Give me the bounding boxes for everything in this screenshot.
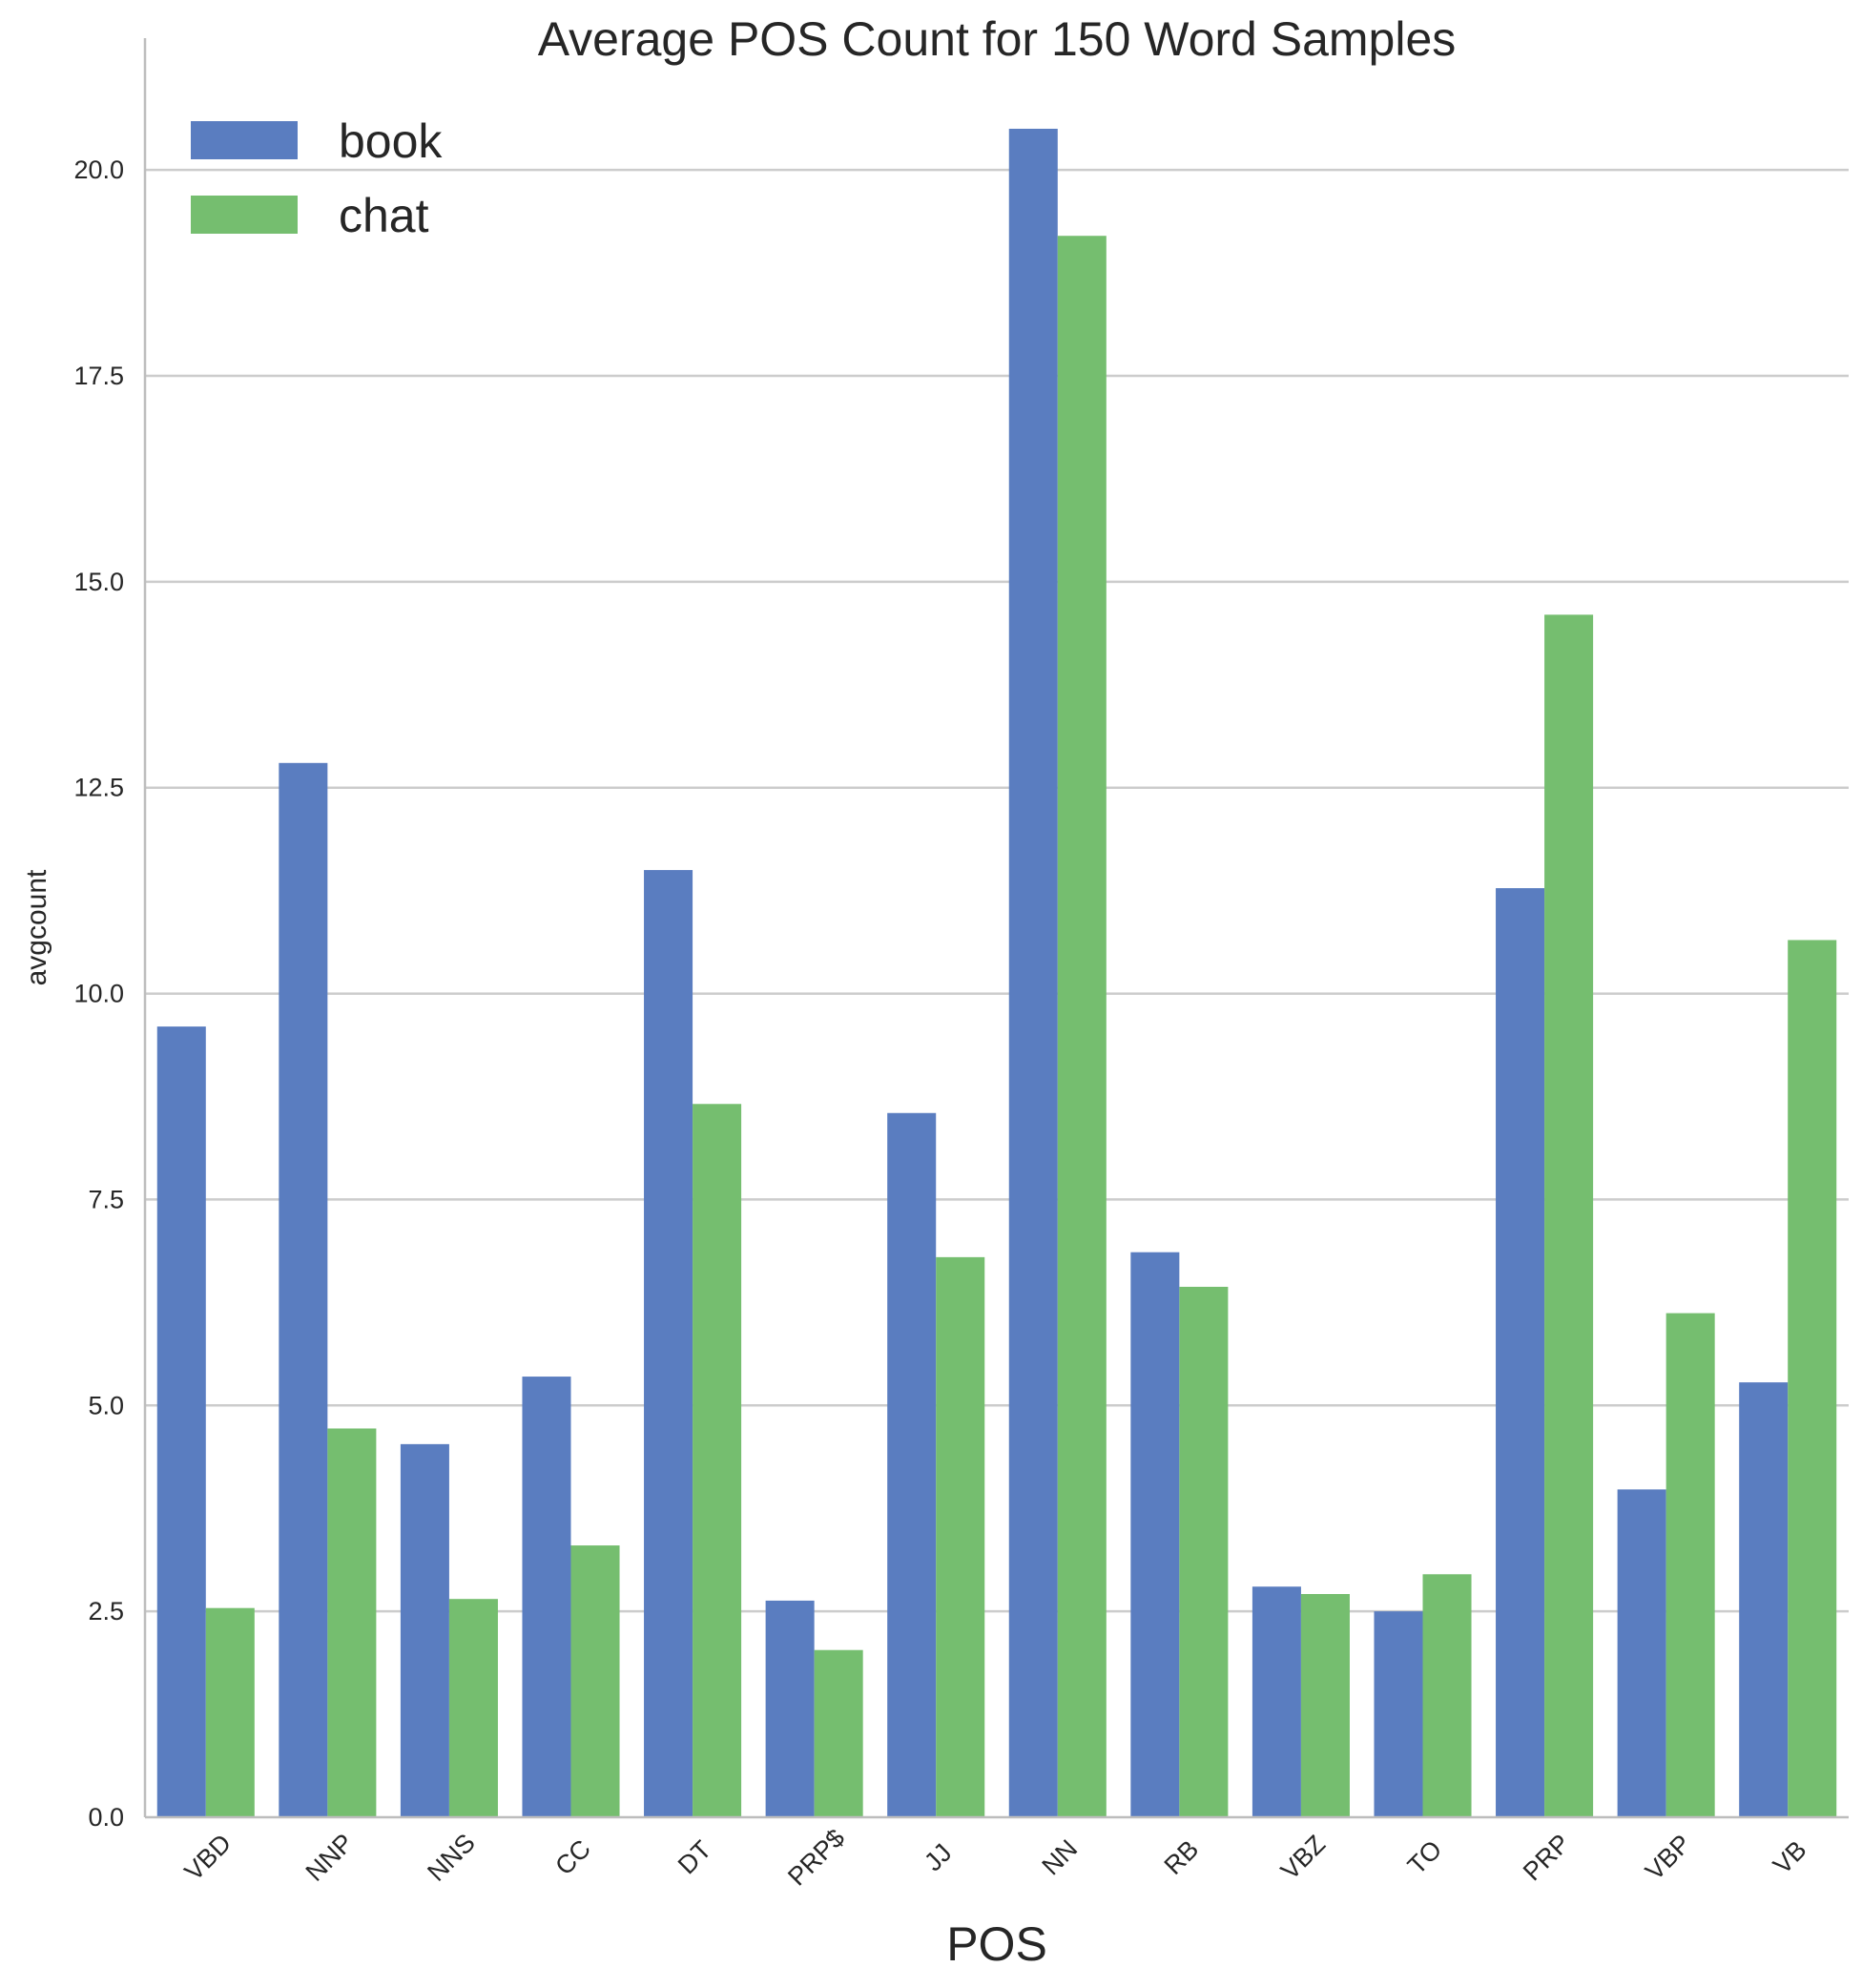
x-tick-label: NN xyxy=(1037,1834,1084,1881)
bar-book-rb xyxy=(1130,1252,1180,1817)
bar-chat-vbp xyxy=(1665,1313,1715,1817)
bar-book-nns xyxy=(400,1443,449,1817)
bar-book-cc xyxy=(522,1377,571,1817)
y-tick-label: 0.0 xyxy=(88,1803,124,1832)
x-tick-label: PRP$ xyxy=(782,1824,850,1892)
x-tick-label: RB xyxy=(1159,1834,1205,1880)
bar-chat-cc xyxy=(570,1545,620,1817)
bar-chat-vb xyxy=(1788,940,1837,1817)
axis-spines xyxy=(143,38,1849,1819)
x-tick-label: NNP xyxy=(300,1828,360,1887)
bar-book-nnp xyxy=(279,762,328,1817)
x-tick-labels: VBD NNP NNS CC DT PRP$ JJ NN RB VBZ TO PRP VBP VB xyxy=(179,1824,1812,1892)
gridlines xyxy=(145,168,1849,1613)
bar-chat-nnp xyxy=(327,1428,377,1817)
bar-chat-jj xyxy=(936,1256,985,1817)
legend-label-chat: chat xyxy=(339,189,429,242)
bar-book-prp xyxy=(1496,888,1545,1817)
y-tick-label: 7.5 xyxy=(88,1185,124,1213)
y-tick-label: 2.5 xyxy=(88,1597,124,1626)
x-axis-label: POS xyxy=(946,1917,1047,1971)
legend-swatch-book xyxy=(191,121,298,159)
y-tick-label: 5.0 xyxy=(88,1391,124,1419)
x-tick-label: DT xyxy=(672,1835,717,1880)
x-tick-label: CC xyxy=(549,1834,596,1881)
bar-chat-nns xyxy=(448,1599,498,1817)
bar-chat-rb xyxy=(1179,1286,1229,1817)
bar-chat-prp xyxy=(1544,614,1594,1817)
bar-book-jj xyxy=(887,1112,937,1817)
y-axis-label: avgcount xyxy=(21,869,52,985)
x-tick-label: VB xyxy=(1768,1835,1812,1880)
legend-swatch-chat xyxy=(191,196,298,234)
y-tick-label: 20.0 xyxy=(73,155,124,184)
bar-chat-dt xyxy=(693,1104,742,1817)
x-tick-label: VBP xyxy=(1640,1829,1696,1885)
x-tick-label: PRP xyxy=(1518,1829,1575,1886)
y-tick-label: 12.5 xyxy=(73,774,124,802)
bar-book-vbd xyxy=(156,1026,206,1817)
x-tick-label: NNS xyxy=(422,1828,481,1887)
bar-chat-prp xyxy=(814,1649,863,1817)
bar-book-vb xyxy=(1739,1382,1789,1817)
y-tick-label: 10.0 xyxy=(73,980,124,1008)
y-tick-label: 17.5 xyxy=(73,362,124,390)
bar-chat-vbz xyxy=(1300,1594,1350,1817)
bar-book-prp xyxy=(765,1600,815,1817)
bar-book-nn xyxy=(1008,128,1058,1818)
bar-book-to xyxy=(1374,1611,1423,1817)
bars xyxy=(156,128,1837,1818)
x-tick-label: TO xyxy=(1402,1834,1447,1879)
bar-book-vbz xyxy=(1252,1586,1301,1817)
legend-label-book: book xyxy=(339,114,443,168)
y-tick-label: 15.0 xyxy=(73,568,124,596)
legend: book chat xyxy=(191,114,443,242)
bar-chat-nn xyxy=(1057,236,1107,1818)
x-tick-label: JJ xyxy=(919,1838,957,1876)
bar-book-dt xyxy=(644,870,693,1817)
bar-book-vbp xyxy=(1617,1489,1666,1817)
bar-chat-to xyxy=(1422,1574,1472,1817)
x-tick-label: VBD xyxy=(179,1829,237,1886)
bar-chat-vbd xyxy=(205,1607,255,1817)
y-tick-labels: 0.0 2.5 5.0 7.5 10.0 12.5 15.0 17.5 20.0 xyxy=(73,155,124,1832)
x-tick-label: VBZ xyxy=(1275,1830,1331,1885)
chart-title: Average POS Count for 150 Word Samples xyxy=(538,12,1457,66)
